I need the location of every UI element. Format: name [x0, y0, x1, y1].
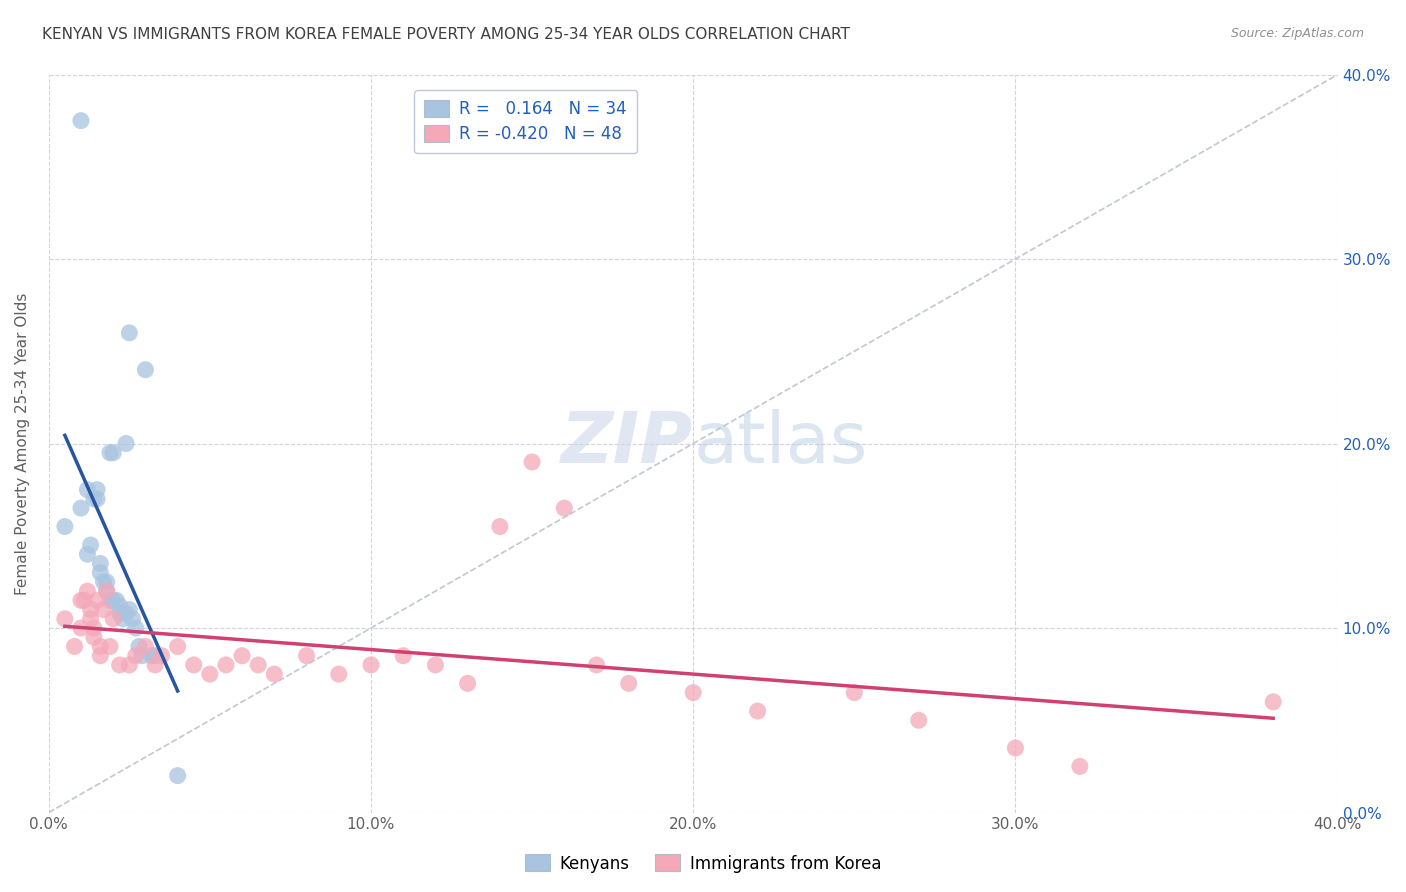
Point [360, 657, 382, 672]
Point [63, 640, 86, 654]
Point [108, 657, 131, 672]
Point [215, 657, 238, 672]
Point [183, 657, 205, 672]
Point [682, 685, 704, 699]
Point [86, 483, 108, 497]
Point [425, 657, 447, 672]
Text: KENYAN VS IMMIGRANTS FROM KOREA FEMALE POVERTY AMONG 25-34 YEAR OLDS CORRELATION: KENYAN VS IMMIGRANTS FROM KOREA FEMALE P… [42, 27, 851, 42]
Point [86, 593, 108, 607]
Point [844, 685, 866, 699]
Point [118, 657, 141, 672]
Point [134, 362, 156, 376]
Point [89, 640, 111, 654]
Point [96, 574, 118, 589]
Point [118, 602, 141, 616]
Point [86, 491, 108, 506]
Point [83, 630, 105, 644]
Point [118, 326, 141, 340]
Point [98, 640, 121, 654]
Point [585, 657, 607, 672]
Point [89, 566, 111, 580]
Y-axis label: Female Poverty Among 25-34 Year Olds: Female Poverty Among 25-34 Year Olds [15, 293, 30, 595]
Point [53, 519, 76, 533]
Point [76, 547, 98, 561]
Point [150, 648, 173, 663]
Point [98, 446, 121, 460]
Point [617, 676, 640, 690]
Point [457, 676, 479, 690]
Point [328, 667, 350, 681]
Point [141, 648, 163, 663]
Point [131, 648, 153, 663]
Point [143, 648, 166, 663]
Point [103, 612, 125, 626]
Point [105, 593, 128, 607]
Point [53, 612, 76, 626]
Point [70, 621, 93, 635]
Point [166, 769, 188, 783]
Point [121, 612, 143, 626]
Point [125, 648, 148, 663]
Point [166, 640, 188, 654]
Point [108, 607, 131, 621]
Point [392, 648, 415, 663]
Point [70, 113, 93, 128]
Point [198, 667, 221, 681]
Point [247, 657, 270, 672]
Point [98, 593, 121, 607]
Point [79, 612, 101, 626]
Point [89, 648, 111, 663]
Point [115, 436, 138, 450]
Point [83, 491, 105, 506]
Point [489, 519, 512, 533]
Point [96, 584, 118, 599]
Point [103, 593, 125, 607]
Point [83, 621, 105, 635]
Point [79, 602, 101, 616]
Text: atlas: atlas [693, 409, 868, 478]
Point [134, 640, 156, 654]
Point [295, 648, 318, 663]
Point [128, 640, 150, 654]
Text: Source: ZipAtlas.com: Source: ZipAtlas.com [1230, 27, 1364, 40]
Point [70, 501, 93, 516]
Point [520, 455, 543, 469]
Point [76, 483, 98, 497]
Legend: Kenyans, Immigrants from Korea: Kenyans, Immigrants from Korea [517, 847, 889, 880]
Point [907, 713, 929, 727]
Point [76, 584, 98, 599]
Point [553, 501, 575, 516]
Point [96, 584, 118, 599]
Point [125, 621, 148, 635]
Point [747, 704, 769, 718]
Legend: R =   0.164   N = 34, R = -0.420   N = 48: R = 0.164 N = 34, R = -0.420 N = 48 [415, 90, 637, 153]
Point [1263, 695, 1285, 709]
Point [93, 602, 115, 616]
Point [70, 593, 93, 607]
Point [143, 657, 166, 672]
Point [111, 612, 134, 626]
Point [73, 593, 96, 607]
Text: ZIP: ZIP [561, 409, 693, 478]
Point [103, 446, 125, 460]
Point [79, 538, 101, 552]
Point [89, 557, 111, 571]
Point [108, 599, 131, 613]
Point [231, 648, 253, 663]
Point [93, 574, 115, 589]
Point [1004, 741, 1026, 756]
Point [1069, 759, 1091, 773]
Point [115, 607, 138, 621]
Point [263, 667, 285, 681]
